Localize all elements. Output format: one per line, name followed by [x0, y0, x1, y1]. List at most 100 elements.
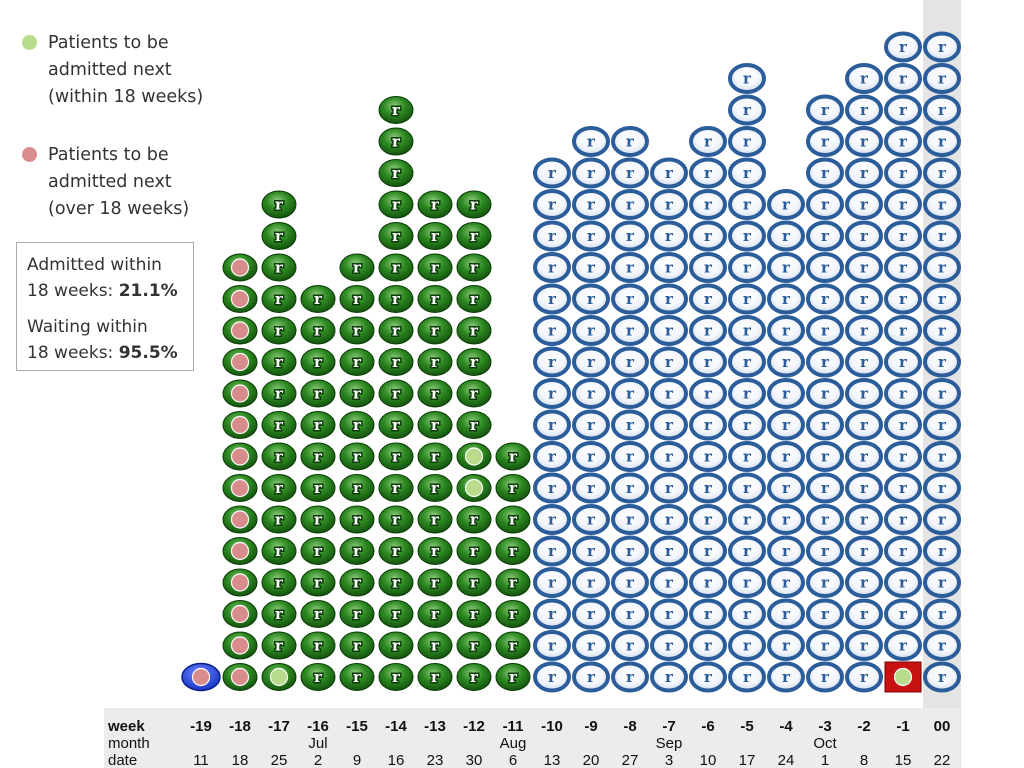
week-tick-label: -12 [463, 718, 485, 735]
token-letter: r [665, 353, 674, 371]
token-letter: r [353, 448, 362, 466]
token-letter: r [899, 542, 908, 560]
waiting-patient-token: r [650, 630, 688, 661]
admitted-patient-token: r [300, 568, 336, 597]
token-letter: r [314, 322, 323, 340]
waiting-patient-token: r [845, 63, 883, 94]
token-letter: r [470, 542, 479, 560]
waiting-patient-token: r [533, 504, 571, 535]
admitted-patient-token: r [378, 537, 414, 565]
token-letter: r [275, 353, 284, 371]
date-tick-label: 15 [895, 752, 912, 768]
next-over-marker [230, 573, 250, 592]
token-letter: r [743, 511, 752, 529]
admitted-patient-token: r [300, 379, 336, 408]
waiting-patient-token: r [533, 567, 571, 598]
waiting-patient-token: r [923, 472, 961, 504]
waiting-patient-token: r [806, 441, 844, 472]
token-letter: r [626, 322, 635, 340]
waiting-patient-token: r [923, 63, 961, 94]
waiting-patient-token: r [689, 346, 727, 378]
waiting-patient-token: r [845, 409, 883, 441]
admitted-patient-token [222, 568, 258, 597]
token-letter: r [665, 542, 674, 560]
waiting-patient-token: r [572, 126, 610, 157]
token-letter: r [860, 416, 869, 434]
token-letter: r [860, 637, 869, 655]
admitted-patient-token: r [300, 505, 336, 534]
waiting-patient-token: r [572, 157, 610, 189]
token-letter: r [860, 448, 869, 466]
admitted-patient-token: r [300, 600, 336, 628]
token-letter: r [470, 290, 479, 308]
waiting-label: Waiting within 18 weeks: [27, 317, 148, 363]
week-tick-label: 00 [934, 718, 951, 735]
token-letter: r [860, 227, 869, 245]
waiting-patient-token: r [572, 252, 610, 283]
waiting-patient-token: r [533, 441, 571, 472]
admitted-patient-token [456, 474, 492, 502]
admitted-patient-token [456, 442, 492, 471]
token-letter: r [392, 637, 401, 655]
admitted-patient-token: r [378, 348, 414, 376]
week-tick-label: -9 [584, 718, 597, 735]
token-letter: r [938, 164, 947, 182]
token-letter: r [938, 542, 947, 560]
token-letter: r [938, 416, 947, 434]
admitted-patient-token: r [339, 379, 375, 408]
admitted-patient-token: r [339, 253, 375, 282]
token-letter: r [938, 70, 947, 88]
token-letter: r [704, 637, 713, 655]
token-letter: r [548, 353, 557, 371]
token-letter: r [626, 227, 635, 245]
token-letter: r [899, 448, 908, 466]
admitted-patient-token: r [339, 505, 375, 534]
token-letter: r [743, 542, 752, 560]
token-letter: r [743, 322, 752, 340]
waiting-patient-token: r [611, 661, 649, 693]
token-letter: r [392, 290, 401, 308]
waiting-patient-token: r [650, 441, 688, 472]
token-letter: r [704, 164, 713, 182]
waiting-patient-token: r [572, 472, 610, 504]
token-letter: r [509, 479, 518, 497]
admitted-patient-token: r [495, 537, 531, 565]
waiting-patient-token: r [845, 157, 883, 189]
token-letter: r [899, 322, 908, 340]
admitted-patient-token: r [261, 631, 297, 660]
date-tick-label: 22 [934, 752, 951, 768]
token-letter: r [431, 227, 440, 245]
month-tick-label: Sep [656, 735, 683, 752]
date-tick-label: 11 [193, 752, 209, 768]
waiting-patient-token: r [845, 283, 883, 315]
admitted-patient-token: r [339, 285, 375, 313]
token-letter: r [938, 605, 947, 623]
waiting-patient-token: r [884, 535, 922, 567]
waiting-patient-token: r [806, 504, 844, 535]
date-tick-label: 24 [778, 752, 795, 768]
waiting-patient-token: r [689, 378, 727, 409]
waiting-patient-token: r [689, 157, 727, 189]
token-letter: r [587, 511, 596, 529]
waiting-value: 95.5% [118, 343, 178, 363]
admitted-patient-token: r [300, 663, 336, 691]
next-within-marker [464, 447, 484, 466]
waiting-patient-token: r [845, 504, 883, 535]
token-letter: r [899, 290, 908, 308]
token-letter: r [821, 574, 830, 592]
week-tick-label: -13 [424, 718, 446, 735]
waiting-patient-token: r [884, 220, 922, 252]
next-over-marker [230, 447, 250, 466]
admitted-patient-token [222, 411, 258, 439]
token-letter: r [782, 637, 791, 655]
admitted-patient-token: r [261, 316, 297, 345]
token-letter: r [899, 511, 908, 529]
token-letter: r [665, 511, 674, 529]
token-letter: r [392, 164, 401, 182]
waiting-patient-token: r [611, 315, 649, 346]
token-letter: r [743, 637, 752, 655]
token-letter: r [899, 605, 908, 623]
token-letter: r [938, 101, 947, 119]
waiting-patient-token: r [884, 31, 922, 63]
date-tick-label: 30 [466, 752, 483, 768]
